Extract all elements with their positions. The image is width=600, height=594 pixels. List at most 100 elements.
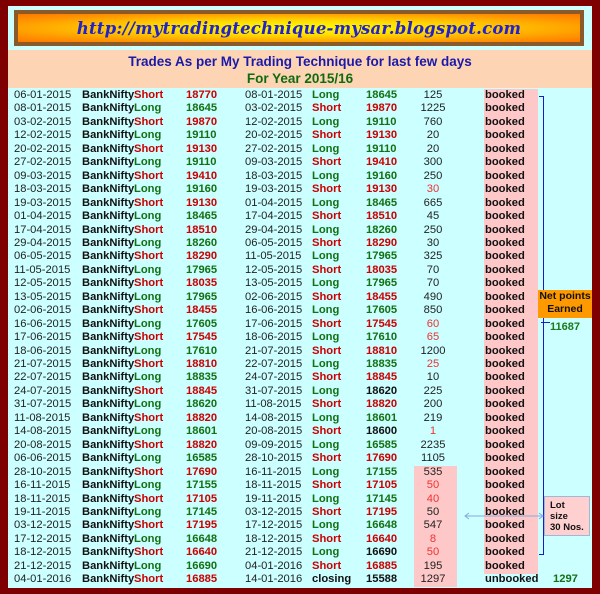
symbol: BankNifty	[82, 210, 135, 223]
symbol: BankNifty	[82, 371, 135, 384]
entry-side: Short	[134, 304, 164, 317]
entry-price: 16640	[186, 546, 218, 559]
symbol: BankNifty	[82, 223, 135, 236]
exit-side: closing	[312, 573, 352, 586]
entry-date: 31-07-2015	[14, 398, 72, 411]
table-row: 09-03-2015 BankNifty Short 19410 18-03-2015 L…	[8, 170, 592, 183]
exit-date: 17-06-2015	[245, 317, 303, 330]
exit-side: Short	[312, 398, 342, 411]
status-highlight	[484, 358, 538, 372]
points: 60	[426, 317, 440, 330]
symbol: BankNifty	[82, 115, 135, 128]
status: booked	[485, 384, 525, 397]
status: booked	[485, 210, 525, 223]
symbol: BankNifty	[82, 519, 135, 532]
entry-date: 18-03-2015	[14, 183, 72, 196]
status-highlight	[484, 250, 538, 265]
status-highlight	[484, 492, 538, 507]
entry-side: Short	[134, 519, 164, 532]
exit-side: Long	[312, 89, 340, 101]
points-highlight	[414, 492, 457, 507]
symbol: BankNifty	[82, 102, 135, 115]
exit-price: 18455	[366, 290, 398, 303]
entry-side: Short	[134, 411, 164, 424]
entry-price: 18835	[186, 371, 218, 384]
exit-date: 09-09-2015	[245, 438, 303, 451]
table-row: 17-12-2015 BankNifty Long 16648 18-12-2015 Sh…	[8, 533, 592, 546]
entry-side: Long	[134, 452, 162, 465]
entry-date: 18-06-2015	[14, 344, 72, 357]
status-highlight	[484, 344, 538, 359]
symbol: BankNifty	[82, 331, 135, 344]
exit-date: 11-05-2015	[245, 250, 302, 263]
symbol: BankNifty	[82, 452, 135, 465]
exit-price: 17690	[366, 452, 398, 465]
page-title: Trades As per My Trading Technique for l…	[128, 54, 472, 69]
table-row: 12-05-2015 BankNifty Short 18035 13-05-2015 L…	[8, 277, 592, 290]
symbol: BankNifty	[82, 129, 135, 142]
status: booked	[485, 129, 525, 142]
entry-side: Short	[134, 169, 164, 182]
status: booked	[485, 236, 525, 249]
table-row: 19-03-2015 BankNifty Short 19130 01-04-2015 L…	[8, 197, 592, 210]
exit-side: Long	[312, 115, 340, 128]
exit-price: 19870	[366, 102, 398, 115]
points: 20	[426, 142, 440, 155]
table-row: 06-06-2015 BankNifty Long 16585 28-10-2015 Sh…	[8, 452, 592, 465]
exit-date: 17-04-2015	[245, 210, 303, 223]
points: 535	[423, 465, 443, 478]
exit-side: Short	[312, 290, 342, 303]
exit-side: Short	[312, 505, 342, 518]
entry-date: 17-12-2015	[14, 532, 72, 545]
points-highlight	[414, 532, 457, 547]
exit-price: 18465	[366, 196, 398, 209]
status: booked	[485, 546, 525, 559]
entry-date: 09-03-2015	[14, 169, 72, 182]
blog-url[interactable]: http://mytradingtechnique-mysar.blogspot…	[76, 18, 522, 38]
exit-date: 02-06-2015	[245, 290, 303, 303]
points: 1	[429, 425, 437, 438]
entry-date: 20-08-2015	[14, 438, 72, 451]
exit-date: 16-06-2015	[245, 304, 303, 317]
exit-side: Long	[312, 465, 340, 478]
entry-price: 19130	[186, 142, 218, 155]
entry-date: 27-02-2015	[14, 156, 72, 169]
status-highlight	[484, 411, 538, 426]
symbol: BankNifty	[82, 358, 135, 370]
status-highlight	[484, 102, 538, 117]
entry-date: 18-12-2015	[14, 546, 72, 559]
points: 8	[429, 532, 437, 545]
exit-price: 17105	[366, 479, 398, 492]
entry-side: Long	[134, 344, 162, 357]
entry-side: Short	[134, 438, 164, 451]
points: 225	[423, 384, 443, 397]
exit-date: 22-07-2015	[245, 358, 303, 370]
status: unbooked	[485, 573, 539, 586]
entry-side: Short	[134, 465, 164, 478]
exit-side: Long	[312, 411, 340, 424]
points: 850	[423, 304, 443, 317]
entry-date: 17-06-2015	[14, 331, 72, 344]
exit-side: Long	[312, 546, 340, 559]
status: booked	[485, 196, 525, 209]
exit-date: 21-07-2015	[245, 344, 303, 357]
table-row: 03-02-2015 BankNifty Short 19870 12-02-2015 L…	[8, 116, 592, 129]
entry-price: 17545	[186, 331, 218, 344]
exit-side: Short	[312, 425, 342, 438]
exit-side: Short	[312, 156, 342, 169]
exit-date: 11-08-2015	[245, 398, 302, 411]
status-highlight	[484, 142, 538, 157]
table-row: 28-10-2015 BankNifty Short 17690 16-11-2015 L…	[8, 466, 592, 479]
booked-bracket	[539, 95, 544, 556]
status-highlight	[484, 129, 538, 144]
entry-price: 19130	[186, 196, 218, 209]
lot-size-note: Lot size 30 Nos.	[544, 496, 590, 536]
exit-price: 19130	[366, 183, 398, 196]
table-row: 22-07-2015 BankNifty Long 18835 24-07-2015 Sh…	[8, 371, 592, 384]
points: 45	[426, 210, 440, 223]
entry-date: 14-08-2015	[14, 425, 72, 438]
status-highlight	[484, 371, 538, 386]
table-row: 11-05-2015 BankNifty Long 17965 12-05-2015 Sh…	[8, 264, 592, 277]
status-highlight	[484, 290, 538, 305]
status: booked	[485, 317, 525, 330]
